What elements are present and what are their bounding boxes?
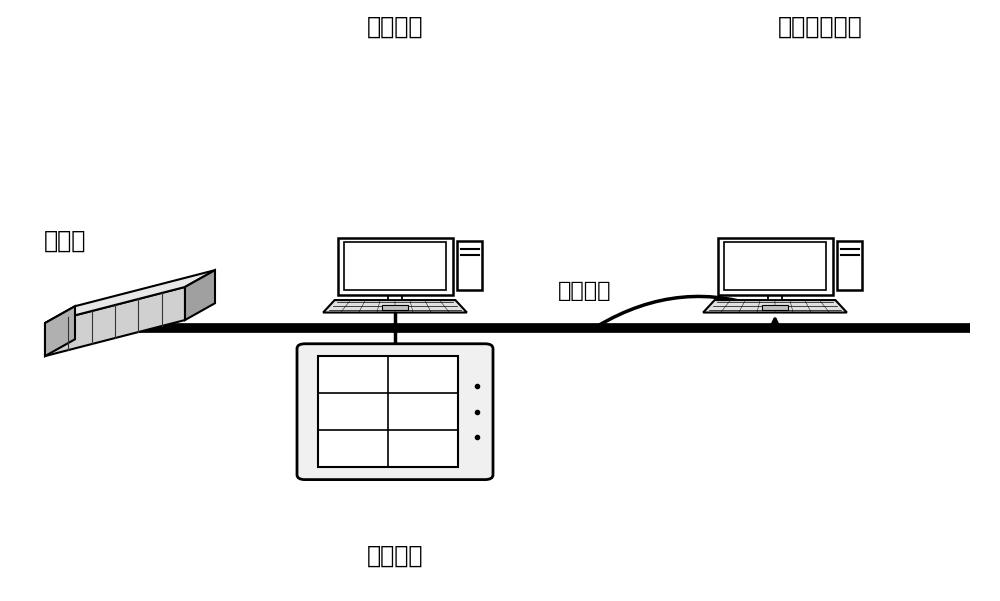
FancyBboxPatch shape [318, 356, 458, 467]
FancyBboxPatch shape [388, 294, 402, 300]
FancyBboxPatch shape [718, 238, 832, 294]
Polygon shape [45, 287, 185, 356]
FancyBboxPatch shape [762, 305, 788, 310]
FancyArrowPatch shape [770, 319, 780, 329]
Polygon shape [45, 270, 215, 323]
FancyArrowPatch shape [597, 296, 769, 326]
FancyBboxPatch shape [837, 240, 862, 290]
FancyBboxPatch shape [344, 242, 446, 290]
Polygon shape [703, 300, 847, 313]
Text: 监控主机: 监控主机 [367, 15, 423, 39]
FancyBboxPatch shape [724, 242, 826, 290]
Text: 交换机: 交换机 [44, 228, 86, 252]
FancyBboxPatch shape [297, 344, 493, 480]
Polygon shape [45, 306, 75, 356]
FancyBboxPatch shape [457, 240, 482, 290]
Text: 智能防误主机: 智能防误主机 [778, 15, 862, 39]
Text: 防误校验: 防误校验 [558, 281, 612, 302]
Text: 测控装置: 测控装置 [367, 544, 423, 568]
FancyBboxPatch shape [338, 238, 452, 294]
Polygon shape [185, 270, 215, 320]
Polygon shape [323, 300, 467, 313]
FancyBboxPatch shape [382, 305, 408, 310]
FancyBboxPatch shape [768, 294, 782, 300]
